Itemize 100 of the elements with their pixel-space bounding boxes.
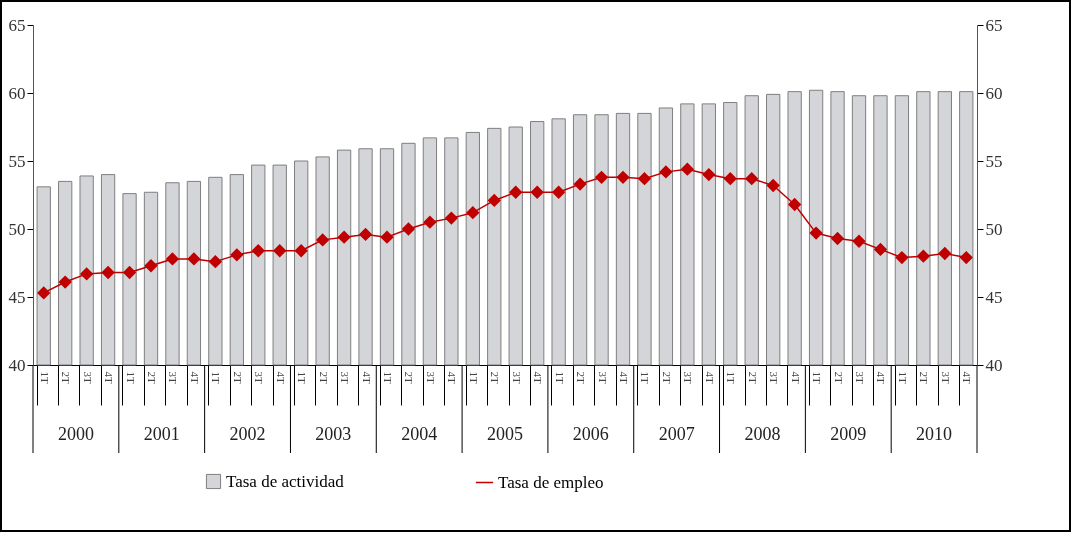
point [702, 168, 716, 181]
y2-tick-label: 55 [985, 151, 1003, 171]
y-tick-label: 60 [8, 83, 26, 103]
point [144, 259, 158, 272]
point [101, 266, 115, 279]
x-tick-label: 1T [639, 371, 652, 384]
point [445, 211, 458, 225]
point [960, 251, 973, 264]
y-tick-label: 50 [8, 219, 26, 239]
point [530, 186, 544, 199]
x-tick-label: 3T [81, 371, 94, 384]
text: 2005 [487, 424, 523, 444]
text: 2007 [658, 424, 695, 444]
x-tick-label: 3T [424, 371, 437, 384]
x-tick-label: 3T [682, 371, 695, 384]
text: 2008 [744, 424, 781, 444]
point [766, 179, 780, 192]
point [831, 232, 844, 245]
text: 2006 [572, 424, 609, 444]
text: 2010 [916, 424, 953, 444]
x-tick-label: 1T [467, 371, 480, 384]
x-tick-label: 4T [103, 371, 116, 384]
point [488, 194, 501, 207]
x-tick-label: 4T [618, 371, 630, 384]
y-tick-label: 45 [8, 287, 26, 307]
point [895, 251, 909, 264]
y2-tick-label: 60 [985, 83, 1003, 103]
x-tick-label: 2T [317, 371, 330, 384]
x-tick-label: 1T [553, 371, 566, 384]
x-tick-label: 3T [339, 371, 352, 384]
point [938, 247, 952, 260]
point [745, 172, 758, 185]
x-tick-label: 1T [124, 371, 137, 384]
point [316, 233, 329, 247]
x-tick-label: 1T [896, 371, 909, 384]
x-tick-label: 2T [231, 371, 244, 384]
x-tick-label: 1T [210, 371, 223, 384]
x-tick-label: 4T [703, 371, 716, 384]
point [659, 165, 673, 179]
point [166, 252, 179, 266]
point [80, 267, 93, 281]
x-tick-label: 3T [253, 371, 266, 384]
text: 2001 [143, 424, 180, 444]
text: 2009 [830, 424, 867, 444]
x-tick-label: 4T [360, 371, 373, 384]
x-tick-label: 4T [188, 371, 201, 384]
point [294, 244, 308, 257]
x-tick-label: 3T [939, 371, 952, 384]
x-tick-label: 2T [489, 371, 502, 384]
y-tick-label: 40 [8, 355, 26, 375]
point [402, 222, 415, 236]
x-tick-label: 1T [725, 371, 738, 384]
y2-tick-label: 45 [985, 287, 1003, 307]
y2-tick-label: 50 [985, 219, 1003, 239]
text: 2004 [401, 424, 438, 444]
x-tick-label: 3T [854, 371, 866, 384]
point [58, 275, 72, 289]
point [809, 226, 823, 240]
point [423, 215, 437, 229]
x-tick-label: 3T [167, 371, 180, 384]
point [917, 249, 930, 263]
point [209, 255, 222, 268]
x-tick-label: 3T [510, 371, 523, 384]
text: 2002 [229, 424, 266, 444]
x-tick-label: 2T [146, 371, 158, 384]
point [359, 228, 372, 241]
x-tick-label: 4T [532, 371, 545, 384]
point [337, 230, 351, 244]
x-tick-label: 1T [382, 371, 394, 384]
x-tick-label: 2T [575, 371, 588, 384]
point [852, 235, 866, 248]
point [252, 244, 265, 257]
point [273, 244, 286, 257]
x-tick-label: 1T [811, 371, 824, 384]
x-tick-label: 4T [274, 371, 287, 384]
point [509, 186, 522, 199]
point [466, 206, 480, 219]
y2-tick-label: 65 [985, 15, 1003, 35]
legend-label: Tasa de actividad [226, 471, 345, 491]
x-tick-label: 3T [596, 371, 609, 384]
x-tick-label: 4T [789, 371, 802, 384]
point [552, 186, 565, 199]
point [37, 286, 50, 300]
x-tick-label: 2T [60, 371, 73, 384]
x-tick-label: 2T [403, 371, 416, 384]
x-tick-label: 3T [768, 371, 781, 384]
x-tick-label: 2T [660, 371, 673, 384]
point [616, 171, 630, 184]
x-tick-label: 2T [832, 371, 845, 384]
legend-label: Tasa de empleo [498, 472, 604, 492]
x-tick-label: 2T [746, 371, 759, 384]
text: 2000 [57, 424, 94, 444]
y-tick-label: 65 [8, 15, 26, 35]
x-tick-label: 4T [446, 371, 459, 384]
point [573, 177, 587, 191]
x-tick-label: 4T [961, 371, 974, 384]
x-tick-label: 4T [875, 371, 888, 384]
point [681, 162, 694, 176]
x-tick-label: 1T [296, 371, 309, 384]
point [874, 243, 887, 256]
